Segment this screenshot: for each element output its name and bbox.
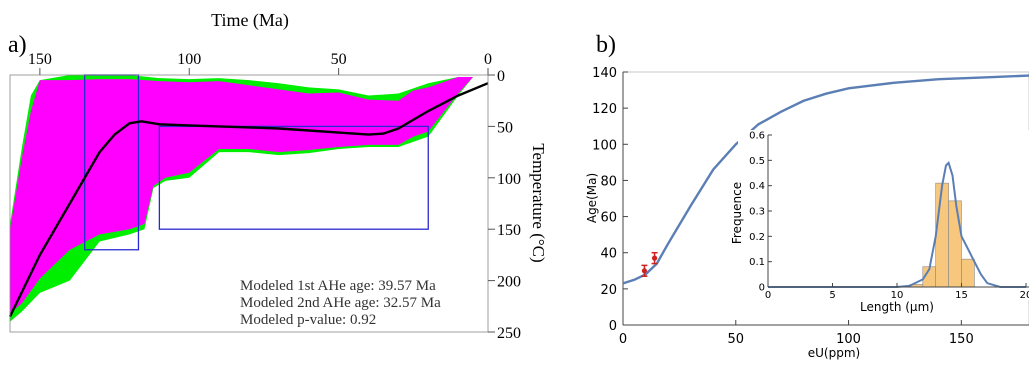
inset-x-tick-label: 10: [891, 290, 904, 301]
x-tick-label: 150: [28, 51, 52, 68]
inset-y-tick-label: 0.2: [749, 232, 765, 243]
annotation-2nd-ahe-age: Modeled 2nd AHe age: 32.57 Ma: [240, 295, 441, 311]
panel-a: a) Time (Ma) 150 100 50 0 0 50 100 150 200 250 T…: [8, 10, 548, 342]
good-paths-envelope: [10, 77, 474, 314]
x-tick-label: 0: [619, 332, 627, 347]
inset-x-tick-label: 0: [765, 290, 771, 301]
inset-y-tick-label: 0: [759, 283, 765, 294]
x-tick-label: 100: [836, 332, 861, 347]
histogram-bar: [948, 200, 962, 288]
panel-a-frame: [9, 74, 489, 333]
y-tick-label: 250: [497, 325, 521, 342]
panel-b-x-axis-title: eU(ppm): [808, 346, 860, 360]
panel-a-best-fit-path: [8, 82, 489, 318]
inset-x-axis-title: Length (μm): [860, 300, 934, 314]
inset-y-tick-label: 0.5: [749, 156, 765, 167]
y-tick-label: 80: [600, 174, 617, 189]
y-tick-label: 140: [592, 66, 617, 81]
y-tick-label: 100: [592, 138, 617, 153]
histogram-bar: [961, 258, 975, 288]
y-tick-label: 0: [609, 319, 617, 334]
panel-a-y-axis-title: Temperature (°C): [529, 143, 548, 262]
age-eu-curve: [622, 74, 1029, 285]
y-tick-label: 120: [592, 102, 617, 117]
x-tick-label: 0: [484, 51, 492, 68]
inset-x-tick-label: 15: [955, 290, 968, 301]
constraint-box-2: [158, 125, 429, 230]
y-tick-label: 100: [497, 171, 521, 188]
inset-y-axis-title: Frequence: [730, 182, 744, 244]
panel-a-envelopes: [10, 75, 474, 322]
inset-y-tick-label: 0.4: [749, 181, 765, 192]
y-tick-label: 50: [497, 119, 513, 136]
y-tick-label: 0: [497, 68, 505, 85]
data-point-1: [641, 268, 648, 274]
inset-axes: 0 5 10 15 20 0 0.1 0.2 0.3 0.4 0.5 0.6: [749, 131, 1029, 301]
y-tick-label: 60: [600, 211, 617, 226]
x-tick-label: 50: [331, 51, 347, 68]
x-tick-label: 50: [728, 332, 745, 347]
panel-b-y-axis-title: Age(Ma): [585, 173, 599, 223]
panel-a-y-ticks: 0 50 100 150 200 250: [488, 68, 521, 342]
inset-background: [738, 130, 1029, 300]
panel-a-x-ticks: 150 100 50 0: [28, 51, 492, 75]
x-tick-label: 150: [949, 332, 974, 347]
y-tick-label: 200: [497, 274, 521, 291]
inset-x-tick-label: 20: [1020, 290, 1029, 301]
inset-y-tick-label: 0.1: [749, 257, 765, 268]
y-tick-label: 40: [600, 247, 617, 262]
panel-a-label: a): [8, 32, 27, 58]
panel-a-x-axis-title: Time (Ma): [211, 10, 289, 31]
inset-y-tick-label: 0.6: [749, 131, 765, 142]
inset-y-tick-label: 0.3: [749, 207, 765, 218]
data-point-2: [651, 255, 658, 261]
inset-x-tick-label: 5: [829, 290, 835, 301]
annotation-p-value: Modeled p-value: 0.92: [240, 312, 376, 328]
inset-density-curve: [768, 161, 1026, 288]
annotation-1st-ahe-age: Modeled 1st AHe age: 39.57 Ma: [240, 278, 436, 294]
x-tick-label: 100: [177, 51, 201, 68]
y-tick-label: 150: [497, 222, 521, 239]
histogram-bar: [935, 182, 949, 288]
measured-ages: [641, 251, 658, 277]
y-tick-label: 20: [600, 283, 617, 298]
panel-b-label: b): [596, 32, 616, 58]
length-histogram-inset: 0510152000.10.20.30.40.50.6 Length (μm) …: [730, 130, 1029, 314]
